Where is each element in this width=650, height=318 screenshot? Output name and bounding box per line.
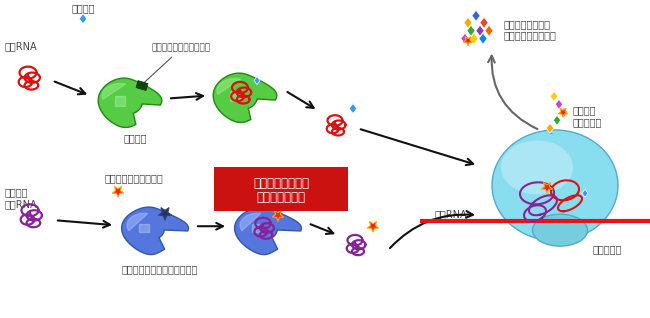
Polygon shape bbox=[98, 78, 162, 128]
Text: ポケットに合った: ポケットに合った bbox=[253, 177, 309, 190]
Polygon shape bbox=[553, 115, 561, 125]
Text: 合成酵素: 合成酵素 bbox=[124, 134, 147, 143]
Text: 転移RNA: 転移RNA bbox=[5, 42, 38, 52]
Polygon shape bbox=[461, 33, 469, 44]
Polygon shape bbox=[217, 79, 240, 94]
Polygon shape bbox=[463, 37, 473, 46]
Polygon shape bbox=[139, 224, 149, 232]
Text: 新しい機能を持つ
スーパーたんぱく質: 新しい機能を持つ スーパーたんぱく質 bbox=[504, 19, 557, 40]
Text: ポケットを改変した合成酵素: ポケットを改変した合成酵素 bbox=[122, 264, 198, 274]
Text: 人工的な
転移RNA: 人工的な 転移RNA bbox=[5, 187, 38, 209]
Text: アミノ酸の結合ポケット: アミノ酸の結合ポケット bbox=[144, 44, 211, 83]
Polygon shape bbox=[159, 208, 172, 220]
Text: リボソーム: リボソーム bbox=[593, 244, 623, 254]
Polygon shape bbox=[546, 123, 554, 133]
Text: 伝令RNA: 伝令RNA bbox=[435, 210, 467, 219]
Polygon shape bbox=[555, 99, 563, 109]
Polygon shape bbox=[235, 207, 302, 254]
Polygon shape bbox=[102, 84, 125, 99]
Polygon shape bbox=[349, 104, 357, 114]
Polygon shape bbox=[272, 211, 283, 221]
Polygon shape bbox=[551, 91, 558, 101]
Polygon shape bbox=[230, 91, 240, 100]
Polygon shape bbox=[254, 77, 260, 85]
Text: アミノ酸が結合: アミノ酸が結合 bbox=[257, 191, 306, 204]
Text: 天然にはないアミノ酸: 天然にはないアミノ酸 bbox=[105, 173, 164, 183]
Polygon shape bbox=[485, 25, 493, 36]
Ellipse shape bbox=[492, 130, 618, 241]
Polygon shape bbox=[470, 33, 478, 44]
Ellipse shape bbox=[501, 141, 573, 194]
Polygon shape bbox=[464, 17, 472, 28]
Polygon shape bbox=[79, 14, 86, 24]
Polygon shape bbox=[122, 207, 188, 254]
Text: アミノ酸: アミノ酸 bbox=[72, 3, 95, 13]
Polygon shape bbox=[560, 107, 567, 117]
Polygon shape bbox=[480, 17, 488, 28]
Polygon shape bbox=[467, 25, 475, 36]
Polygon shape bbox=[127, 213, 148, 231]
Polygon shape bbox=[252, 224, 262, 232]
Text: 合成中の
たんぱく質: 合成中の たんぱく質 bbox=[573, 106, 603, 127]
Polygon shape bbox=[115, 95, 125, 106]
Polygon shape bbox=[136, 80, 148, 91]
FancyBboxPatch shape bbox=[214, 167, 348, 211]
Polygon shape bbox=[558, 108, 567, 117]
Polygon shape bbox=[541, 183, 552, 193]
Polygon shape bbox=[476, 25, 484, 36]
Ellipse shape bbox=[532, 214, 588, 246]
Polygon shape bbox=[240, 213, 261, 231]
Polygon shape bbox=[582, 189, 588, 197]
Polygon shape bbox=[367, 221, 379, 232]
Polygon shape bbox=[213, 73, 277, 122]
Polygon shape bbox=[479, 33, 487, 44]
Polygon shape bbox=[472, 10, 480, 21]
Polygon shape bbox=[112, 186, 124, 197]
